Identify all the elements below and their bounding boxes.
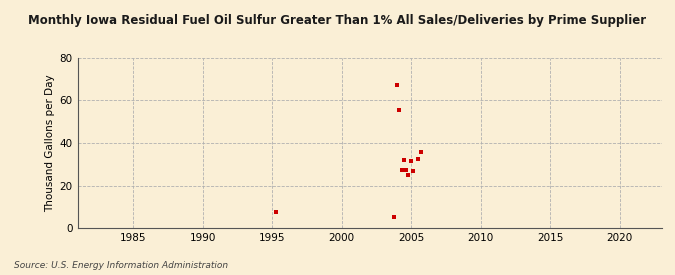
Y-axis label: Thousand Gallons per Day: Thousand Gallons per Day [45,74,55,212]
Text: Monthly Iowa Residual Fuel Oil Sulfur Greater Than 1% All Sales/Deliveries by Pr: Monthly Iowa Residual Fuel Oil Sulfur Gr… [28,14,647,27]
Point [399,158,410,162]
Point [413,157,424,161]
Point [394,108,404,112]
Text: Source: U.S. Energy Information Administration: Source: U.S. Energy Information Administ… [14,260,227,270]
Point [270,210,281,214]
Point [416,149,427,154]
Point [406,159,416,163]
Point [407,169,418,173]
Point [389,214,400,219]
Point [403,173,414,177]
Point [392,83,403,88]
Point [396,167,407,172]
Point [400,167,411,172]
